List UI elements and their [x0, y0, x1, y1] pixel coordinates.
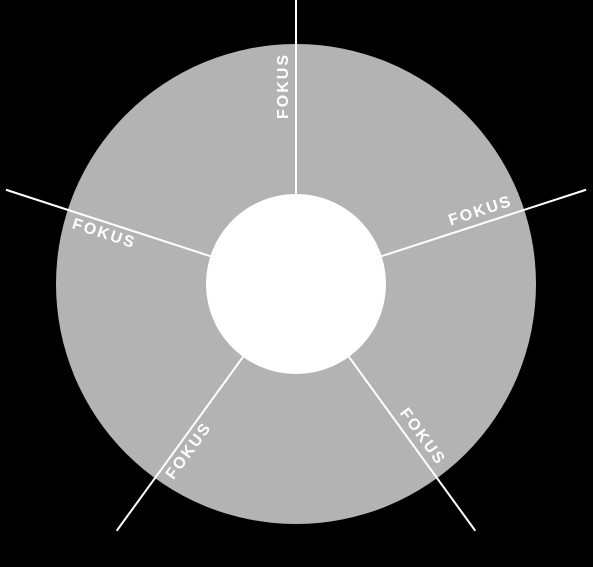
spoke-label: FOKUS [275, 53, 292, 119]
inner-hub [206, 194, 386, 374]
radial-diagram: FOKUSFOKUSFOKUSFOKUSFOKUS [0, 0, 593, 567]
